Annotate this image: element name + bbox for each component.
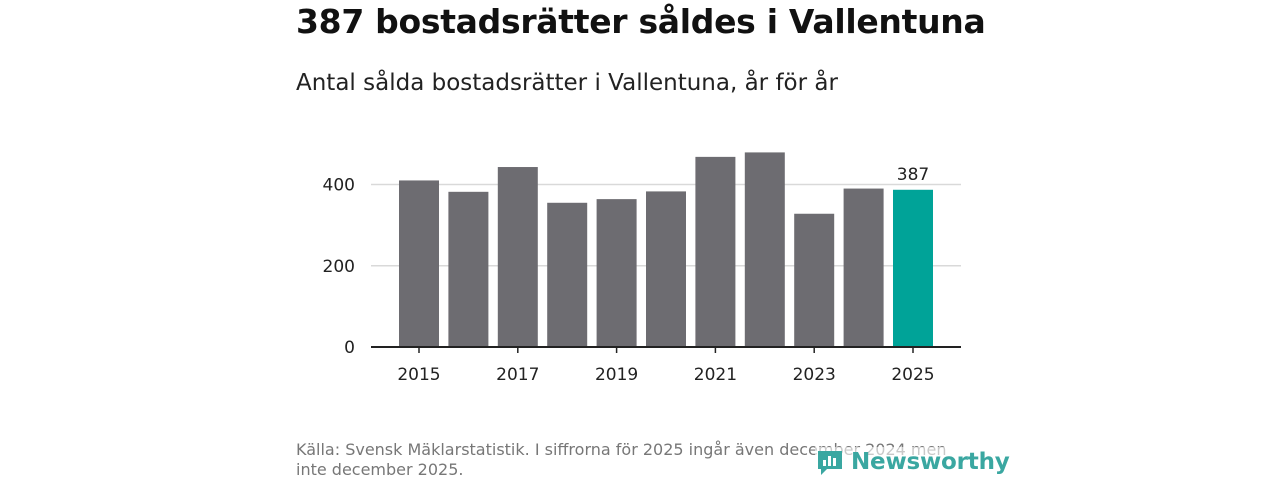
x-tick-label: 2025	[891, 365, 934, 385]
source-note: Källa: Svensk Mäklarstatistik. I siffror…	[296, 440, 947, 479]
newsworthy-logo: Newsworthy	[815, 447, 1010, 477]
data-label: 387	[897, 165, 929, 185]
bar-2018	[547, 202, 588, 347]
bar-2017	[497, 167, 538, 347]
bar-2020	[646, 191, 686, 347]
y-tick-label: 0	[344, 338, 355, 358]
bar-2025	[893, 189, 933, 347]
y-tick-label: 200	[323, 257, 355, 277]
newsworthy-logo-text: Newsworthy	[851, 449, 1010, 475]
y-tick-label: 400	[323, 176, 355, 196]
bar-2024	[843, 188, 884, 347]
x-tick-label: 2023	[793, 365, 836, 385]
chart-title: 387 bostadsrätter såldes i Vallentuna	[296, 2, 986, 41]
bar-2015	[399, 180, 439, 347]
chart-subtitle: Antal sålda bostadsrätter i Vallentuna, …	[296, 70, 838, 96]
bar-2022	[744, 152, 785, 347]
bar-2016	[448, 191, 489, 347]
bar-2021	[695, 156, 736, 347]
bar-2019	[596, 199, 637, 347]
x-tick-label: 2021	[694, 365, 737, 385]
newsworthy-logo-icon	[818, 451, 842, 475]
x-tick-label: 2017	[496, 365, 539, 385]
bar-2023	[794, 213, 835, 347]
x-tick-label: 2019	[595, 365, 638, 385]
x-tick-label: 2015	[397, 365, 440, 385]
